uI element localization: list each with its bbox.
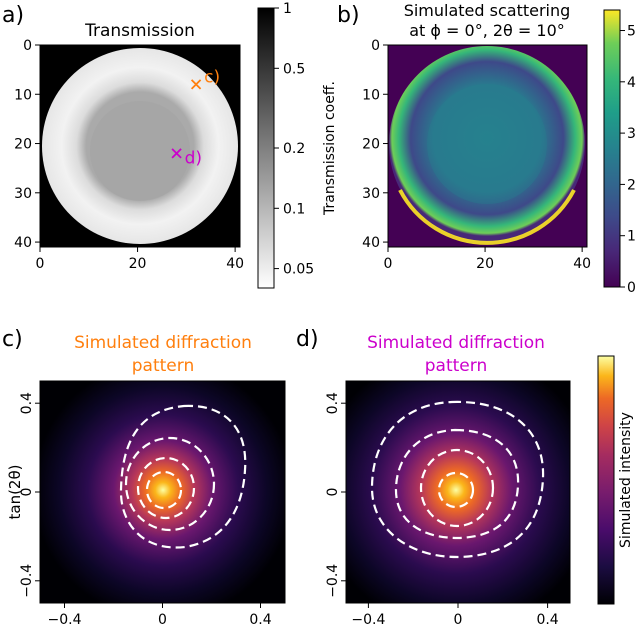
- panel-c-title-line1: Simulated diffraction: [74, 333, 252, 353]
- panel-b: b) Simulated scattering at ϕ = 0°, 2θ = …: [337, 1, 636, 296]
- y-tick-label: −0.4: [325, 564, 341, 598]
- panel-a-frame: [39, 44, 241, 248]
- y-tick-label: 40: [362, 235, 380, 251]
- panel-c-ylabel: tan(2θ): [6, 464, 24, 519]
- transmission-heatmap: [40, 45, 240, 247]
- contour-c-1: [145, 470, 183, 510]
- contour-d-2: [419, 448, 495, 528]
- transmission-colorbar: [257, 7, 275, 289]
- panel-d: d) Simulated diffraction pattern −0.4 0 0.…: [296, 327, 634, 627]
- x-tick-label: 20: [476, 256, 494, 272]
- y-tick-label: 0.4: [325, 392, 341, 414]
- y-tick-label: 10: [362, 87, 380, 103]
- x-tick-label: 20: [129, 256, 147, 272]
- contour-c-outer: [119, 404, 247, 549]
- colorbar-tick-label: 3: [627, 126, 636, 142]
- marker-label: c): [204, 67, 220, 87]
- panel-letter-c: c): [2, 327, 23, 352]
- y-tick-label: 40: [14, 235, 32, 251]
- contour-c-3: [124, 436, 216, 532]
- y-tick-label: 0: [325, 488, 341, 497]
- y-tick-label: 30: [14, 186, 32, 202]
- y-tick-label: 0.4: [19, 392, 35, 414]
- diffraction-heatmap-d: [346, 381, 570, 603]
- panel-a-title: Transmission: [84, 21, 195, 41]
- panel-letter-b: b): [337, 3, 360, 28]
- scattering-center: [427, 84, 547, 204]
- contour-d-outer: [370, 400, 545, 559]
- colorbar-tick-label: 5: [627, 24, 636, 40]
- transmission-colorbar-ticks: 1 0.5 0.2 0.1 0.05: [274, 1, 314, 278]
- panel-c-title-line2: pattern: [132, 356, 194, 376]
- contour-d-1: [437, 471, 475, 509]
- x-tick-label: 0: [454, 612, 463, 627]
- x-tick-label: 0: [158, 612, 167, 627]
- x-tick-label: 40: [573, 256, 591, 272]
- scattering-colorbar: [603, 9, 621, 288]
- colorbar-tick-label: 1: [283, 1, 292, 17]
- panel-c-axes: −0.4 0 0.4 −0.4 0 0.4: [19, 392, 272, 627]
- panel-d-title-line2: pattern: [425, 356, 487, 376]
- panel-b-frame: [387, 44, 588, 248]
- marker-d: [171, 148, 182, 159]
- colorbar-tick-label: 2: [627, 177, 636, 193]
- colorbar-tick-label: 0.5: [283, 61, 305, 77]
- transmission-markers: c) d): [171, 67, 220, 168]
- panel-b-title-line1: Simulated scattering: [404, 1, 571, 20]
- x-tick-label: 0.4: [249, 612, 271, 627]
- colorbar-tick-label: 0.1: [283, 201, 305, 217]
- panel-letter-a: a): [2, 3, 24, 28]
- intensity-colorbar-label: Simulated intensity: [618, 412, 634, 548]
- y-tick-label: 30: [362, 186, 380, 202]
- colorbar-tick-label: 0.2: [283, 141, 305, 157]
- scattering-disk: [389, 46, 585, 242]
- colorbar-tick-label: 1: [627, 229, 636, 245]
- marker-label: d): [185, 148, 202, 168]
- transmission-colorbar-label: Transmission coeff.: [322, 81, 338, 216]
- panel-d-title-line1: Simulated diffraction: [367, 333, 545, 353]
- scattering-bright-edge: [398, 189, 576, 245]
- colorbar-tick-label: 0.05: [283, 262, 314, 278]
- scattering-heatmap: [388, 45, 587, 247]
- panel-c: c) Simulated diffraction pattern −0.4 0 0.…: [2, 327, 286, 627]
- x-tick-label: −0.4: [351, 612, 385, 627]
- y-tick-label: 20: [14, 137, 32, 153]
- contour-d-3: [394, 428, 520, 540]
- marker-c: [190, 79, 202, 90]
- transmission-inner-region: [90, 101, 190, 201]
- y-tick-label: −0.4: [19, 564, 35, 598]
- x-tick-label: 40: [226, 256, 244, 272]
- y-tick-label: 0: [19, 488, 35, 497]
- diffraction-contours-c: [119, 404, 247, 549]
- y-tick-label: 10: [14, 87, 32, 103]
- y-tick-label: 0: [371, 38, 380, 54]
- panel-d-axes: −0.4 0 0.4 −0.4 0 0.4: [325, 392, 559, 627]
- y-tick-label: 0: [23, 38, 32, 54]
- intensity-colorbar: [597, 355, 615, 605]
- panel-letter-d: d): [296, 327, 319, 352]
- x-tick-label: −0.4: [48, 612, 82, 627]
- colorbar-tick-label: 0: [627, 280, 636, 296]
- x-tick-label: 0: [36, 256, 45, 272]
- contour-c-2: [136, 456, 196, 520]
- diffraction-contours-d: [370, 400, 545, 559]
- x-tick-label: 0.4: [536, 612, 558, 627]
- x-tick-label: 0: [384, 256, 393, 272]
- panel-b-title-line2: at ϕ = 0°, 2θ = 10°: [409, 21, 565, 40]
- diffraction-heatmap-c: [40, 381, 285, 603]
- colorbar-tick-label: 4: [627, 75, 636, 91]
- scattering-colorbar-ticks: 0 1 2 3 4 5: [620, 24, 636, 296]
- y-tick-label: 20: [362, 137, 380, 153]
